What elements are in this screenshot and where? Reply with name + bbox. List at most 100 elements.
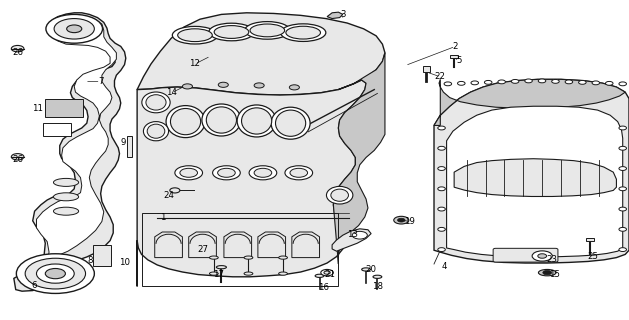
- FancyBboxPatch shape: [43, 123, 71, 136]
- Polygon shape: [155, 232, 182, 258]
- Ellipse shape: [362, 268, 370, 271]
- Circle shape: [175, 166, 203, 180]
- Ellipse shape: [245, 21, 290, 39]
- Text: 15: 15: [549, 270, 560, 279]
- Circle shape: [45, 268, 65, 279]
- Circle shape: [619, 82, 626, 86]
- Polygon shape: [24, 15, 116, 285]
- Circle shape: [398, 218, 405, 222]
- Circle shape: [218, 82, 228, 87]
- Circle shape: [552, 79, 559, 83]
- Ellipse shape: [276, 110, 306, 136]
- Ellipse shape: [244, 256, 253, 259]
- Circle shape: [565, 80, 572, 84]
- Polygon shape: [333, 53, 385, 264]
- Circle shape: [289, 85, 299, 90]
- Text: 18: 18: [372, 282, 383, 291]
- Circle shape: [619, 228, 626, 231]
- Circle shape: [538, 79, 546, 83]
- Circle shape: [606, 81, 613, 85]
- Circle shape: [619, 126, 626, 130]
- Text: 6: 6: [32, 281, 37, 290]
- Ellipse shape: [172, 26, 218, 44]
- Polygon shape: [14, 13, 126, 291]
- Circle shape: [321, 269, 333, 276]
- Circle shape: [543, 270, 552, 275]
- Circle shape: [438, 167, 445, 171]
- Circle shape: [11, 154, 24, 160]
- Circle shape: [254, 83, 264, 88]
- Polygon shape: [189, 232, 216, 258]
- Ellipse shape: [326, 186, 353, 204]
- Circle shape: [438, 146, 445, 150]
- Text: 26: 26: [12, 156, 23, 164]
- Polygon shape: [332, 229, 371, 251]
- Ellipse shape: [331, 189, 348, 201]
- Circle shape: [619, 187, 626, 191]
- Circle shape: [471, 81, 479, 85]
- Ellipse shape: [315, 274, 324, 277]
- Polygon shape: [224, 232, 252, 258]
- Text: 26: 26: [12, 48, 23, 57]
- Circle shape: [218, 168, 235, 177]
- FancyBboxPatch shape: [450, 55, 458, 58]
- Ellipse shape: [209, 272, 218, 275]
- Text: 24: 24: [163, 191, 174, 200]
- Ellipse shape: [237, 105, 276, 137]
- Circle shape: [592, 81, 599, 85]
- Text: 5: 5: [457, 56, 462, 65]
- Polygon shape: [258, 232, 286, 258]
- Polygon shape: [137, 80, 366, 286]
- Circle shape: [170, 188, 180, 193]
- Circle shape: [619, 248, 626, 252]
- Circle shape: [213, 166, 240, 180]
- Circle shape: [538, 254, 547, 258]
- Circle shape: [182, 84, 192, 89]
- Circle shape: [484, 80, 492, 84]
- Text: 25: 25: [587, 252, 598, 261]
- Circle shape: [324, 271, 330, 274]
- Ellipse shape: [244, 272, 253, 275]
- Ellipse shape: [279, 256, 287, 259]
- Circle shape: [352, 231, 367, 239]
- Ellipse shape: [53, 193, 79, 201]
- Ellipse shape: [166, 106, 205, 138]
- Circle shape: [579, 80, 586, 84]
- Ellipse shape: [209, 256, 218, 259]
- Circle shape: [285, 166, 313, 180]
- Ellipse shape: [143, 122, 169, 141]
- Text: 14: 14: [166, 88, 177, 97]
- Ellipse shape: [209, 23, 254, 41]
- Ellipse shape: [271, 107, 310, 139]
- Text: 23: 23: [547, 255, 558, 264]
- Ellipse shape: [250, 24, 284, 37]
- Ellipse shape: [147, 124, 165, 138]
- Text: 12: 12: [189, 60, 201, 68]
- Circle shape: [438, 126, 445, 130]
- Circle shape: [249, 166, 277, 180]
- Ellipse shape: [170, 108, 201, 135]
- Circle shape: [511, 79, 519, 83]
- Ellipse shape: [142, 92, 170, 113]
- Ellipse shape: [206, 107, 237, 133]
- Circle shape: [438, 207, 445, 211]
- Text: 21: 21: [324, 270, 335, 279]
- Ellipse shape: [53, 179, 79, 186]
- Circle shape: [16, 254, 94, 293]
- Circle shape: [54, 19, 94, 39]
- Circle shape: [25, 258, 86, 289]
- Ellipse shape: [373, 275, 382, 278]
- FancyBboxPatch shape: [493, 248, 558, 262]
- FancyBboxPatch shape: [423, 66, 430, 72]
- Text: 19: 19: [404, 217, 415, 226]
- Polygon shape: [454, 159, 616, 196]
- Circle shape: [67, 25, 82, 33]
- Circle shape: [498, 80, 506, 84]
- Circle shape: [438, 187, 445, 191]
- Polygon shape: [434, 79, 629, 263]
- Text: 17: 17: [213, 270, 225, 279]
- Circle shape: [290, 168, 308, 177]
- Text: 4: 4: [442, 262, 447, 271]
- Text: 2: 2: [453, 42, 458, 51]
- Ellipse shape: [538, 269, 556, 276]
